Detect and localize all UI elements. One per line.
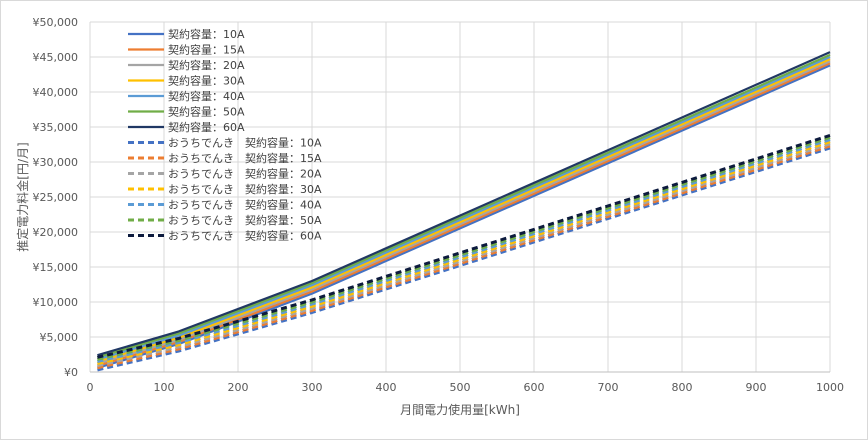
y-tick-label: ¥20,000 <box>33 226 79 239</box>
y-tick-label: ¥5,000 <box>40 331 79 344</box>
x-tick-label: 1000 <box>816 381 844 394</box>
x-tick-label: 600 <box>524 381 545 394</box>
x-axis-title: 月間電力使用量[kWh] <box>400 402 520 417</box>
y-tick-label: ¥45,000 <box>33 51 79 64</box>
legend-label: おうちでんき 契約容量：30A <box>168 182 322 196</box>
legend-label: 契約容量：10A <box>168 27 245 41</box>
series-line <box>97 142 831 368</box>
series-line <box>97 53 831 359</box>
y-tick-label: ¥25,000 <box>33 191 79 204</box>
y-tick-label: ¥50,000 <box>33 16 79 29</box>
axes: ¥0 ¥5,000 ¥10,000 ¥15,000 ¥20,000 ¥25,000 ¥30,… <box>33 16 845 394</box>
legend-label: 契約容量：15A <box>168 43 245 57</box>
x-tick-label: 700 <box>598 381 619 394</box>
legend-label: おうちでんき 契約容量：60A <box>168 229 322 243</box>
series-line <box>97 140 831 366</box>
y-tick-label: ¥10,000 <box>33 296 79 309</box>
y-tick-label: ¥40,000 <box>33 86 79 99</box>
series-lines <box>97 51 831 372</box>
legend-label: 契約容量：40A <box>168 89 245 103</box>
series-line <box>97 146 831 372</box>
x-tick-label: 800 <box>672 381 693 394</box>
y-tick-label: ¥0 <box>64 366 78 379</box>
legend-label: 契約容量：50A <box>168 105 245 119</box>
legend-label: 契約容量：60A <box>168 120 245 134</box>
legend-label: おうちでんき 契約容量：50A <box>168 213 322 227</box>
y-tick-label: ¥35,000 <box>33 121 79 134</box>
y-tick-label: ¥15,000 <box>33 261 79 274</box>
series-line <box>97 51 831 357</box>
x-tick-label: 100 <box>154 381 175 394</box>
series-line <box>97 144 831 370</box>
x-tick-label: 300 <box>302 381 323 394</box>
legend-label: おうちでんき 契約容量：10A <box>168 136 322 150</box>
legend-label: おうちでんき 契約容量：15A <box>168 151 322 165</box>
series-line <box>97 136 831 361</box>
x-tick-label: 500 <box>450 381 471 394</box>
x-tick-label: 0 <box>87 381 94 394</box>
y-axis-title: 推定電力料金[円/月] <box>15 142 30 251</box>
x-tick-label: 900 <box>746 381 767 394</box>
legend-label: 契約容量：30A <box>168 74 245 88</box>
x-tick-label: 400 <box>376 381 397 394</box>
legend-label: 契約容量：20A <box>168 58 245 72</box>
y-tick-label: ¥30,000 <box>33 156 79 169</box>
legend-label: おうちでんき 契約容量：40A <box>168 198 322 212</box>
legend-label: おうちでんき 契約容量：20A <box>168 167 322 181</box>
series-line <box>97 138 831 363</box>
series-line <box>97 133 831 359</box>
x-tick-label: 200 <box>228 381 249 394</box>
